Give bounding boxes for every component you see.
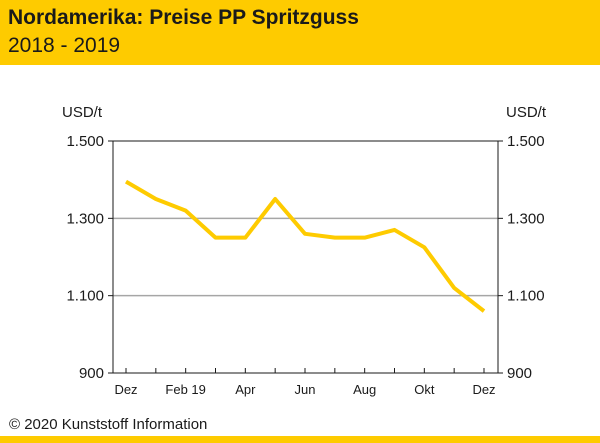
x-tick-label: Dez bbox=[472, 382, 495, 397]
x-tick-label: Dez bbox=[114, 382, 137, 397]
x-tick-label: Feb 19 bbox=[165, 382, 205, 397]
y-tick-label-right: 900 bbox=[507, 365, 532, 382]
y-tick-label-right: 1.100 bbox=[507, 288, 545, 305]
y-tick-label-left: 1.300 bbox=[66, 210, 104, 227]
y-axis-label-right: USD/t bbox=[506, 104, 547, 121]
y-tick-label-right: 1.500 bbox=[507, 133, 545, 150]
plot-border bbox=[112, 140, 499, 374]
y-tick-label-left: 900 bbox=[79, 365, 104, 382]
x-tick-label: Okt bbox=[414, 382, 435, 397]
header-bar: Nordamerika: Preise PP Spritzguss 2018 -… bbox=[0, 0, 600, 65]
y-tick-label-left: 1.500 bbox=[66, 133, 104, 150]
plot-frame bbox=[108, 140, 503, 374]
chart-subtitle: 2018 - 2019 bbox=[8, 34, 121, 57]
label-layer: 900 900 1.100 1.100 1.300 1.300 1.500 1.500 USD/… bbox=[62, 104, 547, 397]
chart-title: Nordamerika: Preise PP Spritzguss bbox=[8, 6, 359, 29]
y-tick-label-left: 1.100 bbox=[66, 288, 104, 305]
x-tick-label: Jun bbox=[295, 382, 316, 397]
grid-layer bbox=[113, 217, 498, 297]
series-line bbox=[124, 179, 486, 313]
y-tick-label-right: 1.300 bbox=[507, 210, 545, 227]
series-layer bbox=[124, 179, 486, 313]
copyright-text: © 2020 Kunststoff Information bbox=[9, 416, 208, 433]
x-tick-label: Aug bbox=[353, 382, 376, 397]
y-axis-label-left: USD/t bbox=[62, 104, 103, 121]
x-tick-label: Apr bbox=[235, 382, 256, 397]
footer-accent-bar bbox=[0, 436, 600, 443]
